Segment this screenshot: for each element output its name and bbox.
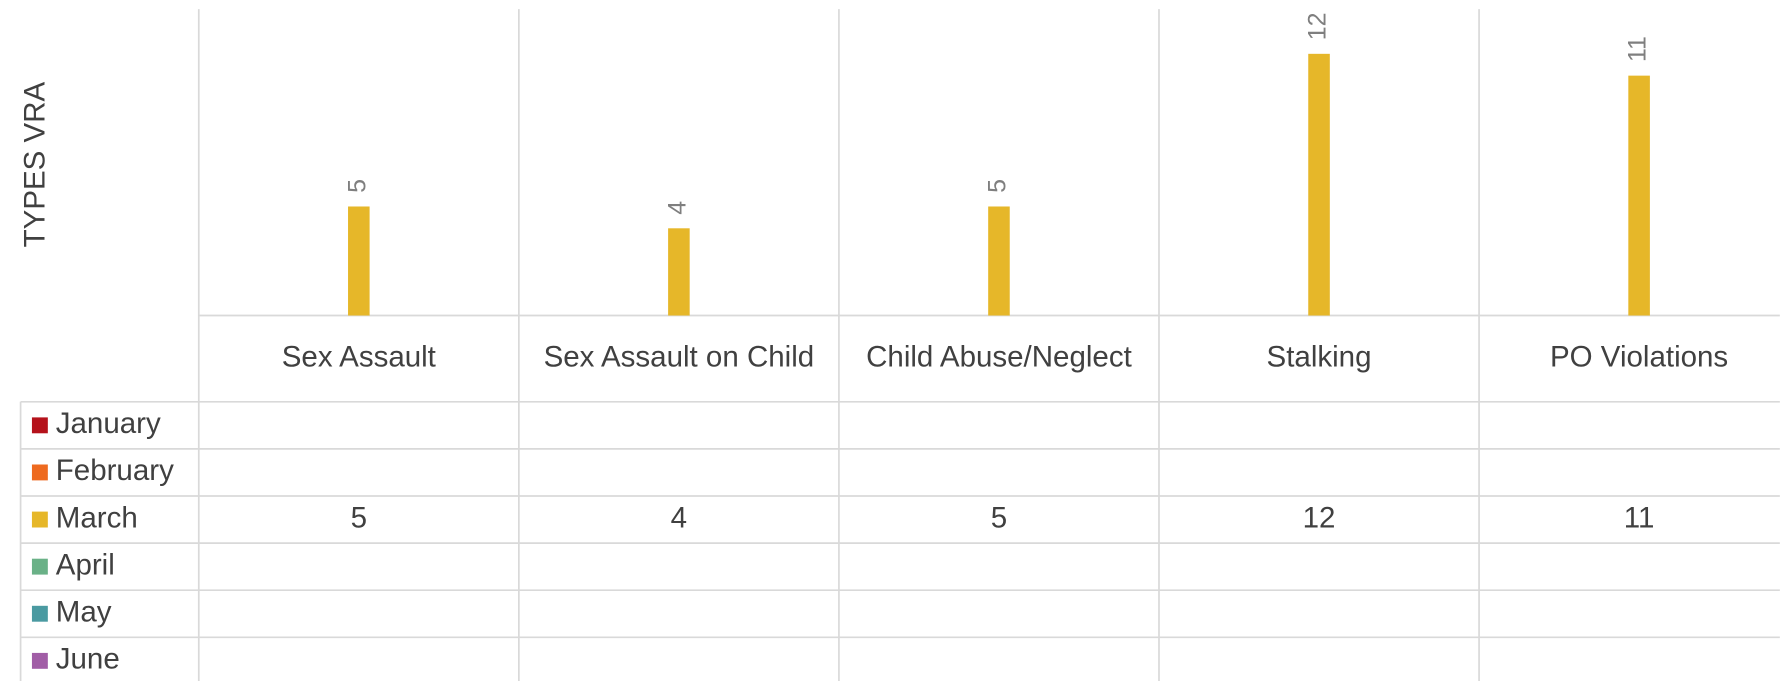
bar [348, 206, 370, 316]
x-tick-label: Sex Assault on Child [544, 340, 815, 373]
bar [1628, 75, 1650, 316]
legend-label: June [56, 643, 120, 676]
legend-swatch [31, 605, 48, 622]
table-cell: 5 [351, 501, 367, 534]
legend-label: April [56, 548, 115, 581]
x-tick-label: Sex Assault [282, 340, 436, 373]
data-label: 11 [1624, 36, 1652, 62]
bar [1308, 53, 1330, 316]
x-tick-label: Stalking [1267, 340, 1372, 373]
table-cell: 5 [991, 501, 1007, 534]
legend-label: May [56, 596, 112, 629]
legend-label: March [56, 501, 138, 534]
table-cell: 4 [671, 501, 687, 534]
legend-swatch [31, 511, 48, 528]
legend-swatch [31, 652, 48, 669]
legend-swatch [31, 417, 48, 434]
bar [988, 206, 1010, 316]
data-label: 12 [1304, 12, 1332, 40]
x-tick-label: Child Abuse/Neglect [866, 340, 1132, 373]
legend-swatch [31, 558, 48, 575]
legend-label: February [56, 454, 174, 487]
data-label: 5 [343, 179, 371, 193]
table-cell: 11 [1624, 501, 1655, 534]
data-label: 4 [663, 201, 691, 215]
data-label: 5 [984, 179, 1012, 193]
y-axis-label: TYPES VRA [18, 81, 51, 247]
x-tick-label: PO Violations [1550, 340, 1728, 373]
legend-swatch [31, 464, 48, 481]
legend-label: January [56, 407, 161, 440]
table-cell: 12 [1303, 501, 1336, 534]
bar [668, 228, 690, 316]
